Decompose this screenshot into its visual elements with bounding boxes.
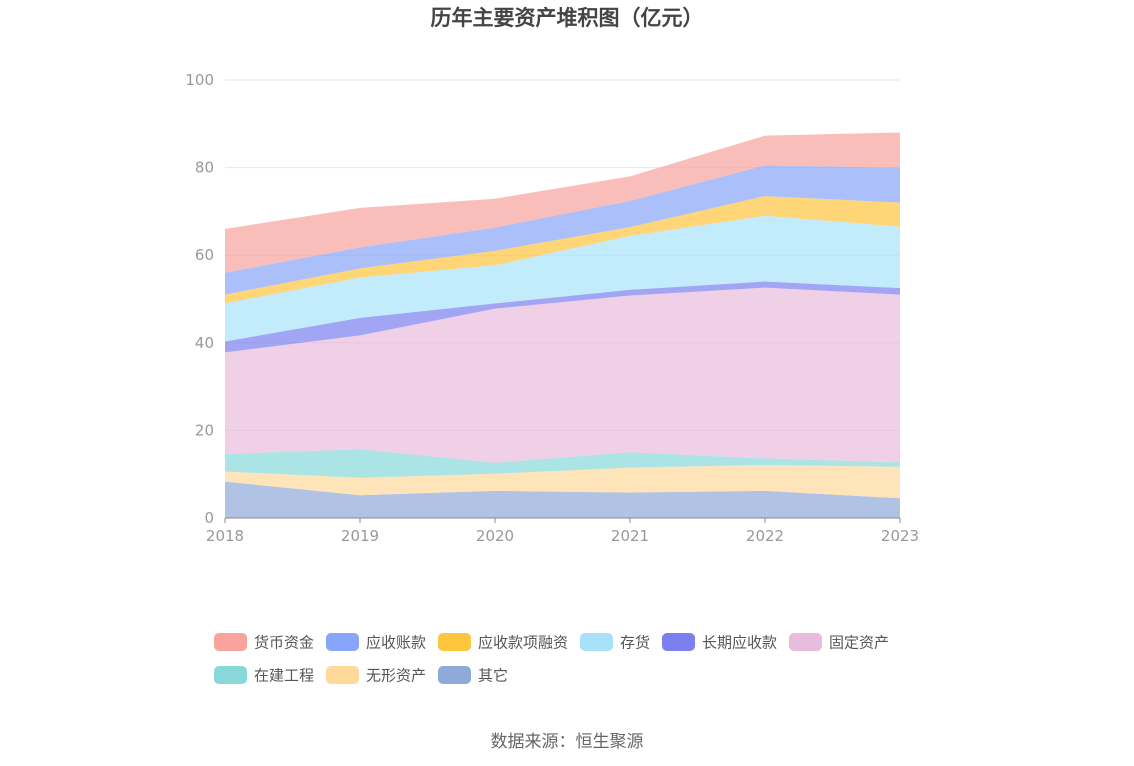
y-tick-label: 60 <box>195 246 214 264</box>
legend-item-在建工程[interactable]: 在建工程 <box>214 666 314 685</box>
legend-swatch <box>326 666 360 684</box>
x-tick-label: 2019 <box>341 527 379 545</box>
legend-label: 其它 <box>478 667 508 685</box>
y-tick-label: 100 <box>185 71 214 89</box>
legend-label: 长期应收款 <box>702 634 777 652</box>
x-tick-label: 2021 <box>611 527 649 545</box>
legend-item-应收款项融资[interactable]: 应收款项融资 <box>438 633 568 652</box>
legend-item-其它[interactable]: 其它 <box>438 666 508 685</box>
legend-item-货币资金[interactable]: 货币资金 <box>214 633 314 652</box>
area-series-长期应收款[interactable] <box>225 281 900 353</box>
legend-swatch <box>326 633 360 651</box>
y-tick-label: 40 <box>195 334 214 352</box>
legend-label: 应收款项融资 <box>478 634 568 652</box>
data-source: 数据来源：恒生聚源 <box>491 732 644 752</box>
area-series-固定资产[interactable] <box>225 287 900 463</box>
legend-item-固定资产[interactable]: 固定资产 <box>789 633 889 652</box>
legend-swatch <box>214 633 247 651</box>
legend-item-存货[interactable]: 存货 <box>580 633 650 652</box>
area-series-货币资金[interactable] <box>225 132 900 273</box>
legend-label: 应收账款 <box>366 634 426 652</box>
legend-label: 在建工程 <box>254 667 314 685</box>
area-series-应收款项融资[interactable] <box>225 196 900 304</box>
legend-swatch <box>214 666 247 684</box>
legend-item-应收账款[interactable]: 应收账款 <box>326 633 426 652</box>
area-series-应收账款[interactable] <box>225 165 900 295</box>
x-tick-label: 2022 <box>746 527 784 545</box>
x-tick-label: 2018 <box>206 527 244 545</box>
legend-swatch <box>789 633 823 651</box>
x-tick-label: 2023 <box>881 527 919 545</box>
legend-swatch <box>438 633 472 651</box>
y-tick-label: 80 <box>195 159 214 177</box>
chart-title: 历年主要资产堆积图（亿元） <box>431 6 704 30</box>
y-tick-label: 20 <box>195 421 214 439</box>
legend-swatch <box>580 633 614 651</box>
area-series-存货[interactable] <box>225 215 900 342</box>
legend-item-无形资产[interactable]: 无形资产 <box>326 666 426 685</box>
legend-label: 存货 <box>620 634 650 652</box>
legend-swatch <box>438 666 472 684</box>
axes: 0 20 40 60 80 100 2018 2019 2020 2021 2022 2023 <box>185 71 919 545</box>
area-series-其它[interactable] <box>225 481 900 518</box>
y-tick-label: 0 <box>204 509 214 527</box>
legend-label: 固定资产 <box>829 634 889 652</box>
legend-label: 货币资金 <box>254 634 314 652</box>
area-series-group <box>225 132 900 518</box>
legend-label: 无形资产 <box>366 667 426 685</box>
x-tick-label: 2020 <box>476 527 514 545</box>
legend-item-长期应收款[interactable]: 长期应收款 <box>662 633 777 652</box>
area-series-无形资产[interactable] <box>225 465 900 499</box>
area-series-在建工程[interactable] <box>225 449 900 478</box>
legend-swatch <box>662 633 696 651</box>
